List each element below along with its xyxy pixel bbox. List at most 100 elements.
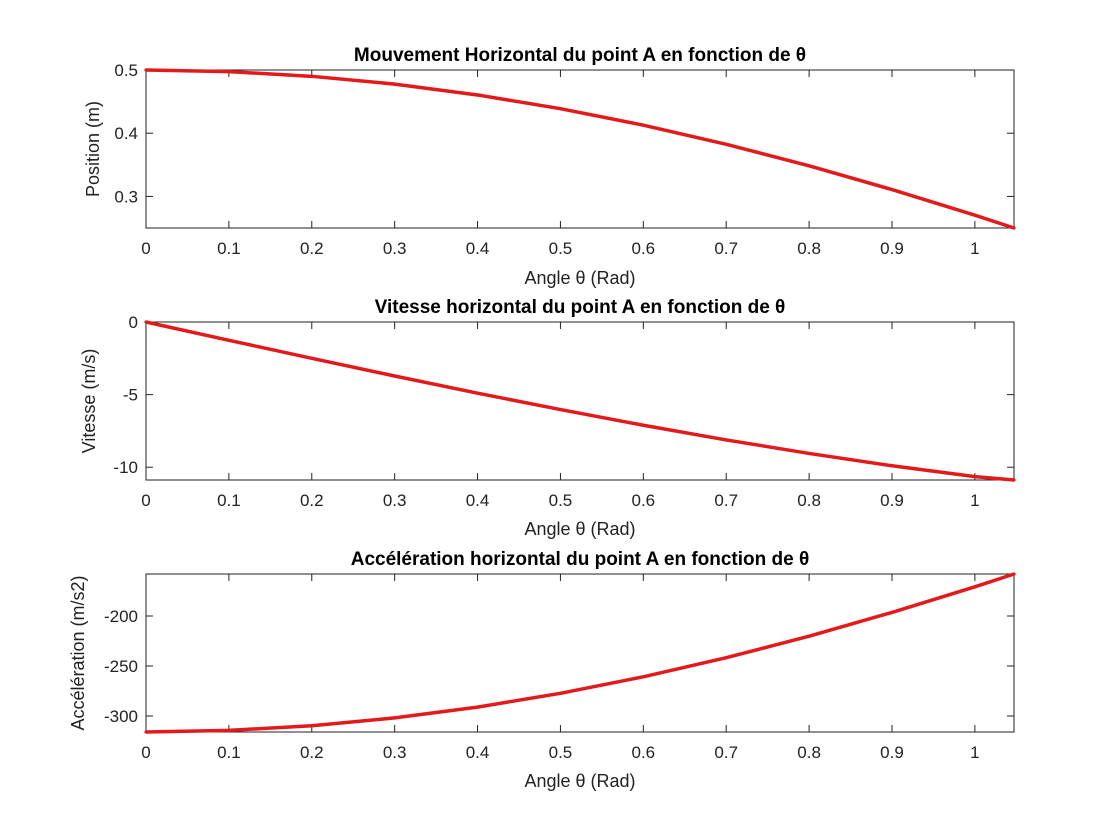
- y-tick-label: -10: [113, 458, 138, 477]
- data-point: [144, 730, 148, 734]
- x-tick-label: 0.6: [632, 743, 656, 762]
- x-tick-label: 0.7: [714, 491, 738, 510]
- y-tick-label: 0.5: [114, 61, 138, 80]
- x-tick-label: 0.4: [466, 239, 490, 258]
- data-point: [310, 724, 314, 728]
- x-axis-label: Angle θ (Rad): [524, 771, 635, 791]
- x-tick-label: 0.4: [466, 743, 490, 762]
- y-axis: -10 -5 0: [113, 313, 1014, 477]
- y-tick-label: -250: [104, 657, 138, 676]
- y-axis: 0.3 0.4 0.5: [114, 61, 1014, 206]
- x-tick-label: 0: [141, 743, 150, 762]
- data-point: [890, 187, 894, 192]
- x-axis: 0 0.1 0.2 0.3 0.4 0.5 0.6 0.7 0.8 0.9 1: [141, 322, 980, 510]
- y-tick-label: -5: [123, 386, 138, 405]
- data-point: [310, 356, 314, 360]
- x-tick-label: 0.2: [300, 239, 324, 258]
- x-tick-label: 0.1: [217, 491, 241, 510]
- data-point: [558, 107, 563, 111]
- chart-title: Vitesse horizontal du point A en fonctio…: [375, 297, 786, 318]
- velocity-series-line: [145, 320, 1015, 482]
- acceleration-plot: Accélération horizontal du point A en fo…: [68, 549, 1016, 791]
- data-point: [393, 82, 397, 86]
- y-axis: -300 -250 -200: [104, 607, 1014, 726]
- x-tick-label: 0.1: [217, 239, 241, 258]
- x-tick-label: 0: [141, 239, 150, 258]
- data-point: [973, 585, 977, 589]
- data-point: [475, 391, 480, 395]
- data-point: [724, 142, 728, 146]
- acceleration-series-line: [145, 572, 1015, 734]
- series-points: [144, 68, 1016, 230]
- x-tick-label: 1: [970, 239, 979, 258]
- position-series-line: [145, 68, 1015, 230]
- y-tick-label: 0: [129, 313, 138, 332]
- x-tick-label: 0.7: [714, 239, 738, 258]
- data-point: [227, 338, 231, 342]
- velocity-plot: Vitesse horizontal du point A en fonctio…: [79, 297, 1016, 539]
- axes-box: [145, 69, 1015, 229]
- y-axis-label: Vitesse (m/s): [79, 349, 99, 454]
- data-point: [393, 374, 397, 378]
- x-axis: 0 0.1 0.2 0.3 0.4 0.5 0.6 0.7 0.8 0.9 1: [141, 574, 980, 762]
- position-plot: Mouvement Horizontal du point A en fonct…: [83, 45, 1016, 288]
- x-tick-label: 0: [141, 491, 150, 510]
- y-tick-label: 0.3: [114, 187, 138, 206]
- x-tick-label: 0.2: [300, 491, 324, 510]
- data-point: [475, 93, 480, 97]
- data-point: [393, 716, 397, 720]
- x-tick-label: 0.7: [714, 743, 738, 762]
- x-tick-label: 0.8: [797, 239, 821, 258]
- x-tick-label: 0.5: [549, 491, 573, 510]
- x-tick-label: 1: [970, 491, 979, 510]
- x-tick-label: 0.2: [300, 743, 324, 762]
- x-tick-label: 0.9: [880, 239, 904, 258]
- chart-title: Mouvement Horizontal du point A en fonct…: [354, 45, 806, 66]
- x-tick-label: 0.3: [383, 491, 407, 510]
- data-point: [641, 423, 645, 427]
- x-tick-label: 0.6: [632, 491, 656, 510]
- data-point: [227, 728, 231, 733]
- y-axis-label: Position (m): [83, 101, 103, 197]
- x-tick-label: 0.4: [466, 491, 490, 510]
- y-axis-label: Accélération (m/s2): [68, 575, 88, 730]
- x-tick-label: 0.9: [880, 743, 904, 762]
- data-point: [973, 213, 977, 217]
- y-tick-label: 0.4: [114, 124, 138, 143]
- x-tick-label: 0.9: [880, 491, 904, 510]
- y-tick-label: -300: [104, 707, 138, 726]
- data-point: [1012, 226, 1016, 230]
- data-point: [890, 610, 894, 615]
- data-point: [807, 634, 811, 638]
- data-point: [227, 69, 231, 74]
- axes-box: [145, 573, 1015, 733]
- data-point: [807, 451, 811, 456]
- y-tick-label: -200: [104, 607, 138, 626]
- data-point: [475, 705, 480, 709]
- data-point: [807, 164, 811, 168]
- x-axis-label: Angle θ (Rad): [524, 268, 635, 288]
- data-point: [724, 656, 728, 660]
- x-axis: 0 0.1 0.2 0.3 0.4 0.5 0.6 0.7 0.8 0.9 1: [141, 70, 980, 258]
- data-point: [973, 475, 977, 479]
- x-axis-label: Angle θ (Rad): [524, 519, 635, 539]
- series-points: [144, 320, 1016, 482]
- data-point: [144, 320, 148, 324]
- data-point: [1012, 572, 1016, 576]
- x-tick-label: 0.5: [549, 239, 573, 258]
- x-tick-label: 0.1: [217, 743, 241, 762]
- x-tick-label: 0.5: [549, 743, 573, 762]
- series-points: [144, 572, 1016, 734]
- data-point: [724, 438, 728, 442]
- x-tick-label: 0.3: [383, 743, 407, 762]
- chart-title: Accélération horizontal du point A en fo…: [351, 549, 810, 570]
- x-tick-label: 0.6: [632, 239, 656, 258]
- x-tick-label: 0.8: [797, 491, 821, 510]
- data-point: [641, 675, 645, 679]
- axes-box: [145, 321, 1015, 481]
- data-point: [310, 74, 314, 78]
- data-point: [144, 68, 148, 72]
- data-point: [558, 407, 563, 412]
- data-point: [558, 691, 563, 695]
- data-point: [1012, 478, 1016, 482]
